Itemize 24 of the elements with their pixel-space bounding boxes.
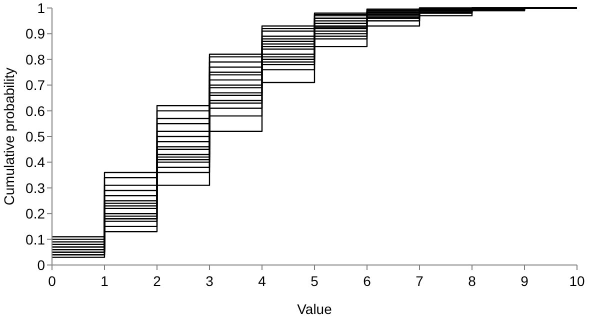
x-tick-label: 8 (468, 273, 476, 289)
y-tick-label: 0.7 (26, 77, 46, 94)
x-axis-title: Value (297, 301, 332, 317)
x-tick-label: 5 (310, 273, 319, 289)
y-tick-label: 0.3 (26, 180, 46, 196)
x-tick-label: 10 (569, 273, 585, 289)
x-tick-label: 9 (520, 273, 529, 289)
x-tick-label: 4 (258, 273, 266, 289)
y-tick-label: 0.5 (26, 128, 46, 144)
y-tick-label: 0.1 (26, 231, 46, 248)
y-tick-label: 0.9 (26, 26, 46, 42)
y-tick-label: 1 (37, 0, 46, 16)
y-tick-label: 0.6 (26, 102, 46, 119)
y-tick-label: 0.2 (26, 206, 46, 222)
y-axis-title: Cumulative probability (1, 68, 17, 206)
x-tick-label: 0 (48, 273, 56, 289)
x-tick-label: 2 (153, 273, 162, 289)
x-tick-label: 6 (363, 273, 372, 289)
x-tick-label: 1 (100, 273, 109, 289)
x-tick-label: 7 (416, 273, 424, 289)
x-tick-label: 3 (206, 273, 214, 289)
y-tick-label: 0.8 (26, 51, 46, 68)
y-tick-label: 0 (37, 257, 46, 273)
y-tick-label: 0.4 (26, 154, 46, 170)
